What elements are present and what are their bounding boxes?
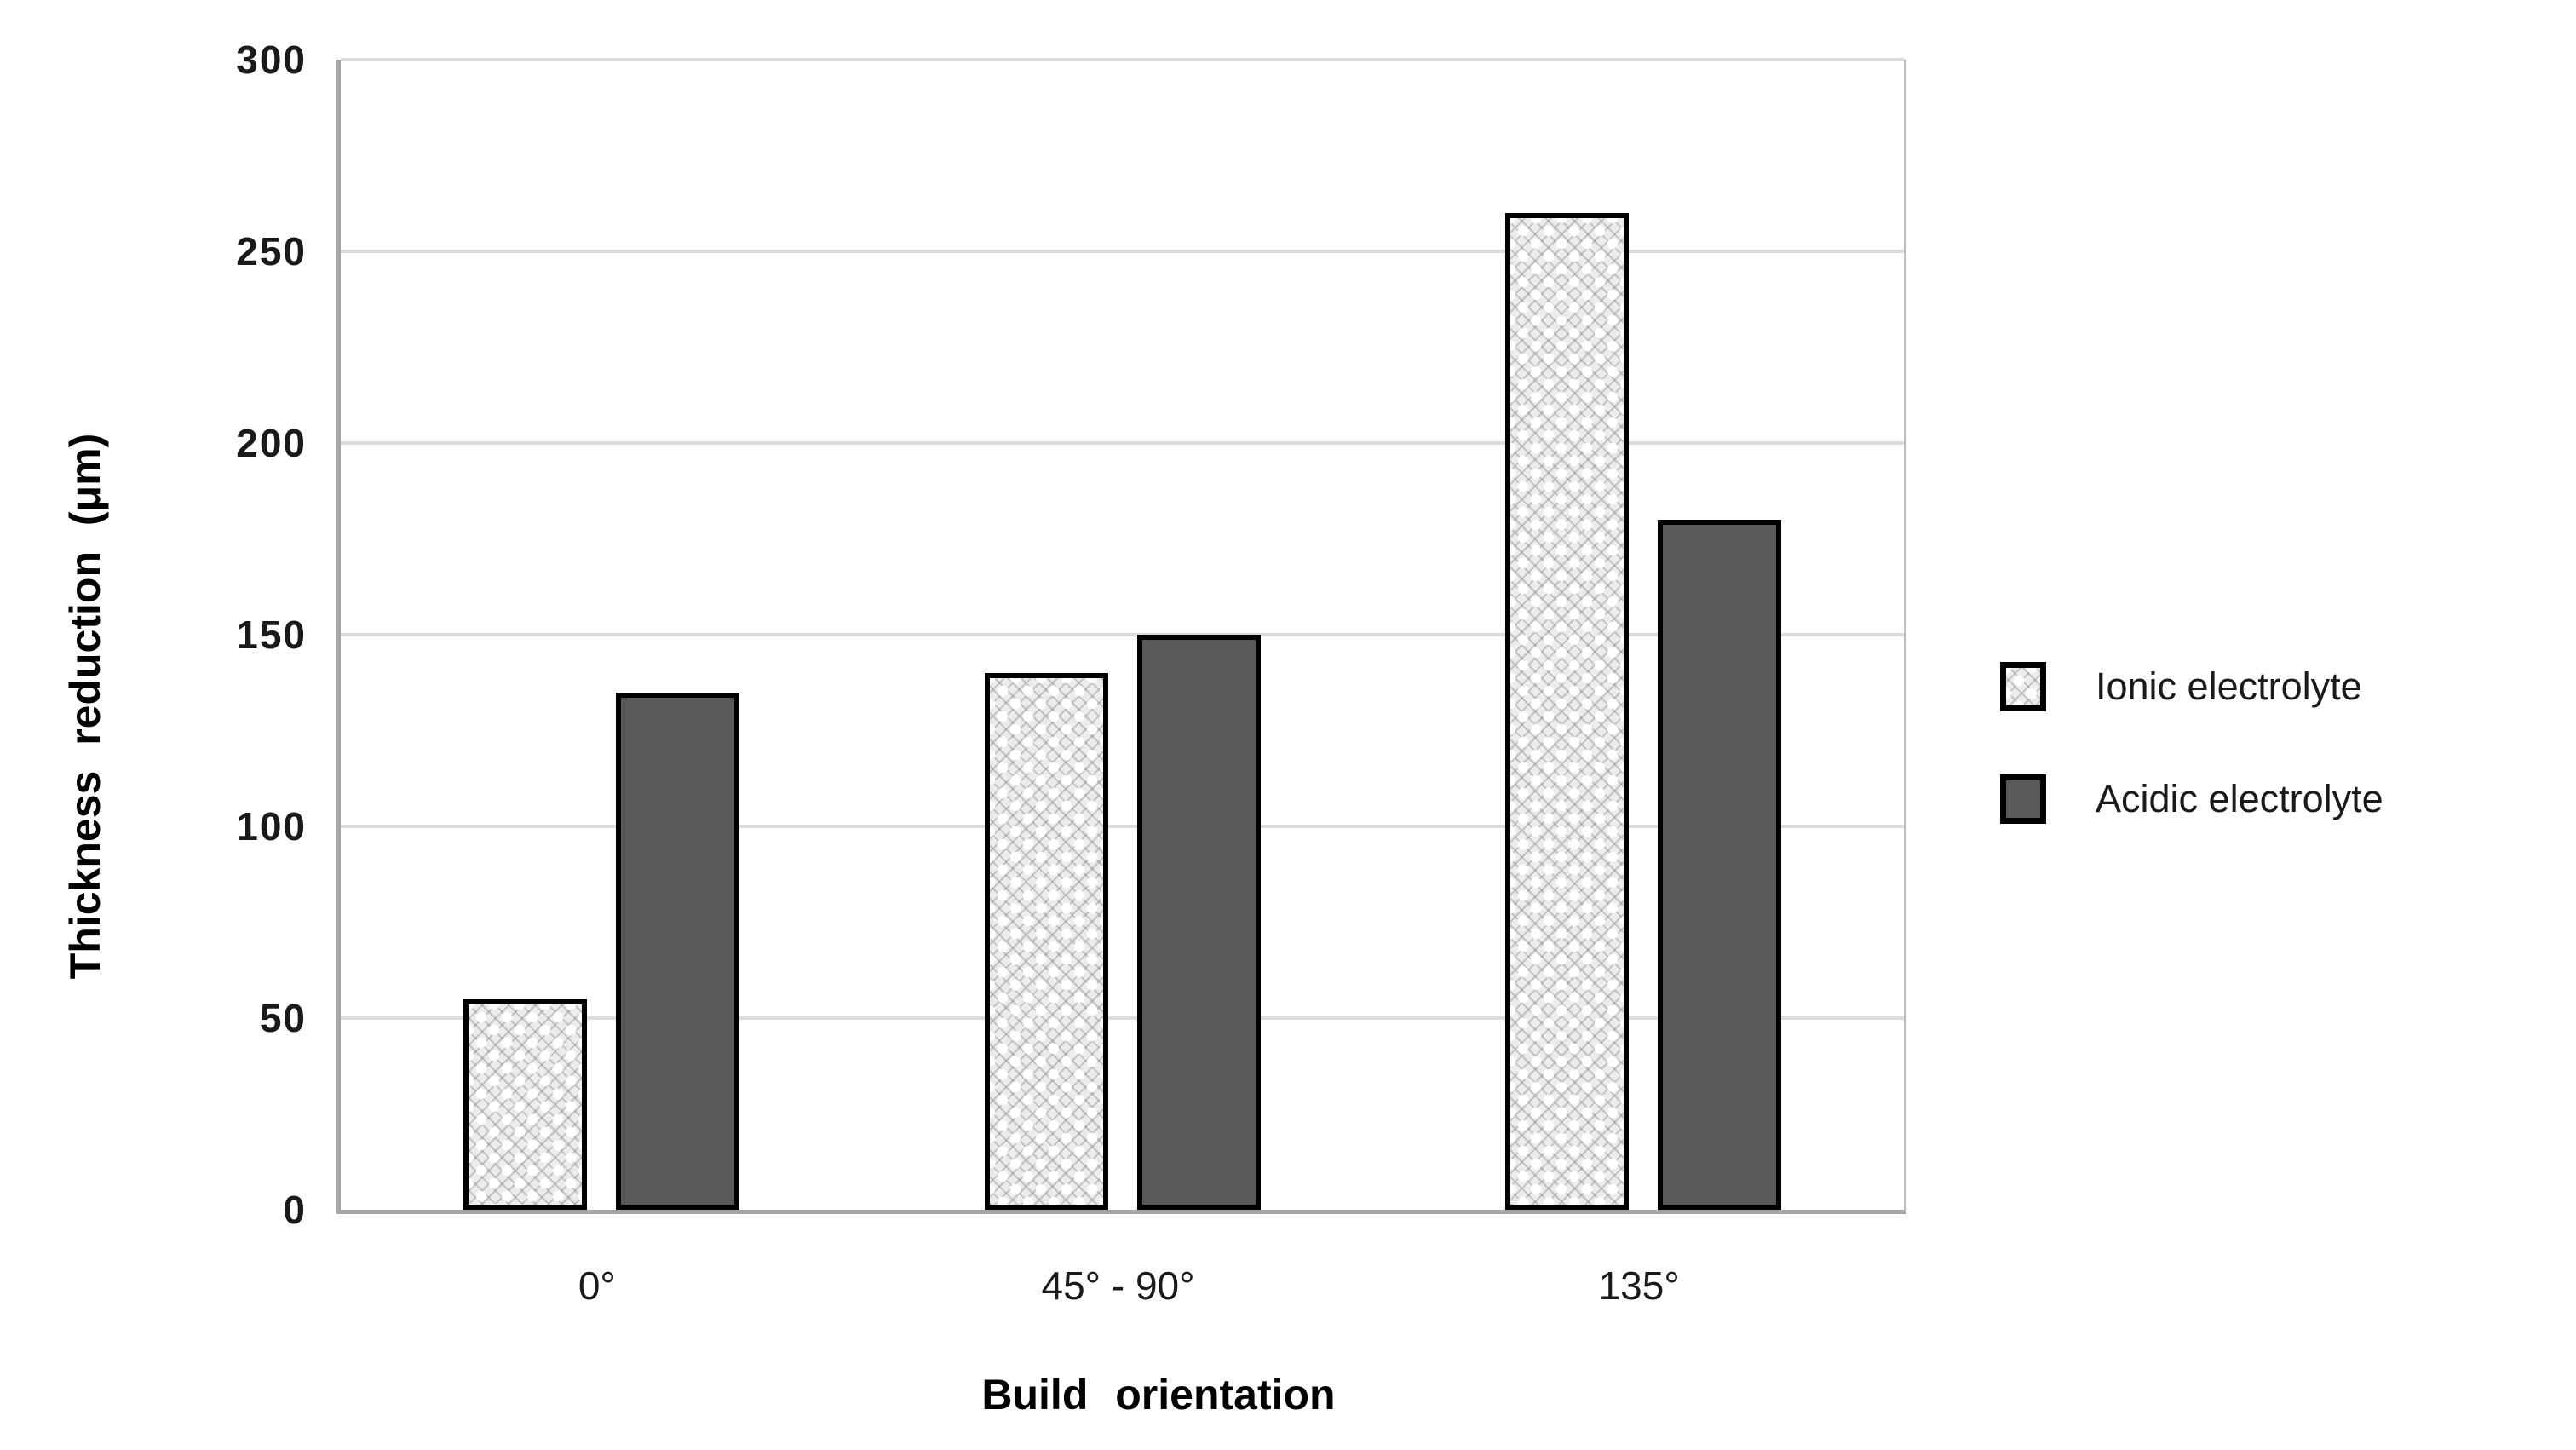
legend-label-acidic-electrolyte: Acidic electrolyte [2096,777,2383,820]
bar-group-45-90 [862,60,1383,1210]
y-tick-label-100: 100 [236,804,307,849]
y-tick-label-300: 300 [236,37,307,82]
bar-group-135 [1383,60,1904,1210]
y-tick-label-250: 250 [236,229,307,273]
y-axis-tick-labels: 0 50 100 150 200 250 300 [0,0,315,1450]
bar-groups-layer [341,60,1904,1210]
bar-acidic-electrolyte-0 [615,692,739,1210]
plot-area [336,58,1906,1214]
y-tick-label-150: 150 [236,613,307,657]
x-axis-title: Build orientation [981,1371,1336,1418]
gridline-200 [341,441,1904,445]
legend-item-ionic-electrolyte: Ionic electrolyte [2000,649,2383,724]
legend-item-acidic-electrolyte: Acidic electrolyte [2000,762,2383,837]
x-tick-label-0: 0° [578,1263,616,1308]
legend-label-ionic-electrolyte: Ionic electrolyte [2096,665,2362,708]
legend: Ionic electrolyte Acidic electrolyte [2000,649,2383,837]
x-axis-tick-labels: 0° 45° - 90° 135° [336,1263,1900,1309]
gridline-100 [341,825,1904,828]
bar-ionic-electrolyte-135 [1505,213,1630,1210]
x-tick-label-45-90: 45° - 90° [1041,1263,1195,1308]
y-tick-label-200: 200 [236,421,307,465]
legend-swatch-acidic-electrolyte [2000,774,2046,824]
x-tick-label-135: 135° [1598,1263,1680,1308]
y-tick-label-0: 0 [283,1188,307,1232]
bar-acidic-electrolyte-45-90 [1136,635,1261,1210]
gridline-250 [341,250,1904,253]
bar-ionic-electrolyte-0 [463,998,587,1210]
y-tick-label-50: 50 [259,996,307,1040]
gridline-50 [341,1016,1904,1020]
bar-acidic-electrolyte-135 [1658,520,1782,1210]
bar-ionic-electrolyte-45-90 [984,673,1108,1210]
bar-group-0 [341,60,862,1210]
legend-swatch-ionic-electrolyte [2000,662,2046,711]
gridline-150 [341,633,1904,636]
gridline-300 [341,58,1904,61]
